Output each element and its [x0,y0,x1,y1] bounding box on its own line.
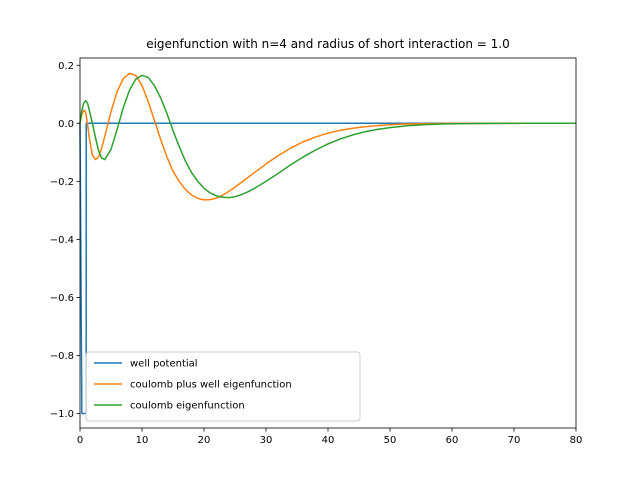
legend-label-1: coulomb plus well eigenfunction [130,380,292,391]
y-tick-label: −1.0 [50,409,74,420]
axis-layer: 0 10 20 30 40 50 60 70 80 −1.0 −0.8 −0.6 −0.4 −0.2 0.0… [50,61,583,446]
series-line-0 [79,122,576,415]
x-tick-label: 60 [446,435,459,446]
y-tick-label: −0.8 [50,351,74,362]
chart-title: eigenfunction with n=4 and radius of sho… [146,37,510,51]
y-tick-label: 0.0 [58,119,74,130]
legend: well potential coulomb plus well eigenfun… [85,351,361,422]
series-layer [79,72,576,415]
y-tick-label: −0.2 [50,177,74,188]
plot-frame [79,57,577,429]
y-tick-label: 0.2 [58,61,74,72]
x-tick-label: 40 [322,435,335,446]
legend-box [85,351,361,422]
x-tick-label: 10 [136,435,149,446]
x-tick-label: 50 [384,435,397,446]
y-tick-label: −0.6 [50,293,74,304]
x-tick-label: 80 [570,435,583,446]
y-tick-label: −0.4 [50,235,74,246]
series-line-2 [79,74,576,199]
legend-label-0: well potential [130,359,198,370]
x-tick-label: 20 [198,435,211,446]
x-tick-label: 30 [260,435,273,446]
legend-label-2: coulomb eigenfunction [130,401,245,412]
x-tick-label: 0 [77,435,83,446]
x-tick-label: 70 [508,435,521,446]
series-line-1 [79,72,576,201]
